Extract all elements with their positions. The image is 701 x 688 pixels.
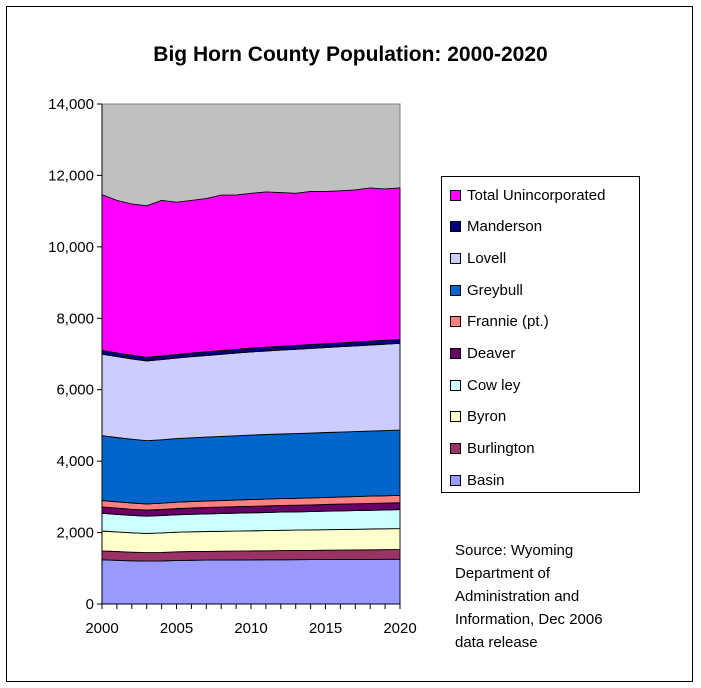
legend-label: Basin [467, 471, 505, 489]
legend-swatch [450, 189, 461, 201]
y-tick-label: 0 [86, 596, 94, 613]
legend-label: Deaver [467, 345, 516, 362]
legend-label: Byron [467, 408, 507, 426]
legend-label: Manderson [467, 218, 543, 236]
legend-item-lovell: Lovell [450, 248, 506, 268]
source-line: Source: Wyoming [455, 542, 574, 559]
source-line: Information, Dec 2006 [455, 611, 603, 628]
x-tick-label: 2010 [234, 620, 267, 637]
legend-item-greybull: Greybull [450, 280, 523, 300]
legend-swatch [450, 379, 461, 391]
x-tick-label: 2005 [160, 620, 193, 637]
y-tick-label: 2,000 [56, 525, 94, 542]
legend-swatch [450, 411, 461, 423]
y-tick-label: 4,000 [56, 453, 94, 470]
legend: Total Unincorporated Manderson Lovell Greyb… [441, 176, 640, 493]
source-note: Source: Wyoming Department of Administrati… [455, 539, 655, 654]
legend-label: Frannie (pt.) [467, 313, 549, 331]
legend-label: Cow ley [467, 376, 521, 394]
legend-label: Lovell [467, 249, 507, 267]
area-series-total-unincorporated [101, 187, 401, 358]
y-tick-label: 14,000 [48, 96, 94, 113]
legend-label: Burlington [467, 440, 535, 458]
area-series-basin [101, 558, 401, 605]
legend-item-burlington: Burlington [450, 439, 535, 459]
y-tick-label: 6,000 [56, 382, 94, 399]
x-tick-label: 2000 [85, 620, 118, 637]
legend-swatch [450, 348, 461, 359]
legend-label: Total Unincorporated [467, 186, 606, 204]
legend-swatch [450, 221, 461, 233]
chart-title: Big Horn County Population: 2000-2020 [153, 43, 548, 66]
legend-item-frannie-pt: Frannie (pt.) [450, 312, 549, 332]
source-line: Department of [455, 565, 551, 582]
legend-item-manderson: Manderson [450, 217, 542, 237]
legend-swatch [450, 316, 461, 328]
source-line: data release [455, 634, 538, 651]
area-series-greybull [101, 429, 401, 505]
legend-swatch [450, 252, 461, 264]
y-tick-label: 12,000 [48, 167, 94, 184]
x-tick-label: 2015 [309, 620, 342, 637]
legend-swatch [450, 443, 461, 455]
x-tick-label: 2020 [383, 620, 416, 637]
source-line: Administration and [455, 588, 580, 605]
legend-swatch [450, 474, 461, 486]
legend-swatch [450, 284, 461, 296]
legend-item-cow-ley: Cow ley [450, 375, 520, 395]
legend-item-byron: Byron [450, 407, 506, 427]
legend-label: Greybull [467, 281, 523, 299]
legend-item-total-unincorporated: Total Unincorporated [450, 185, 605, 205]
legend-item-deaver: Deaver [450, 344, 515, 364]
y-tick-label: 10,000 [48, 239, 94, 256]
y-tick-label: 8,000 [56, 310, 94, 327]
legend-item-basin: Basin [450, 470, 505, 490]
